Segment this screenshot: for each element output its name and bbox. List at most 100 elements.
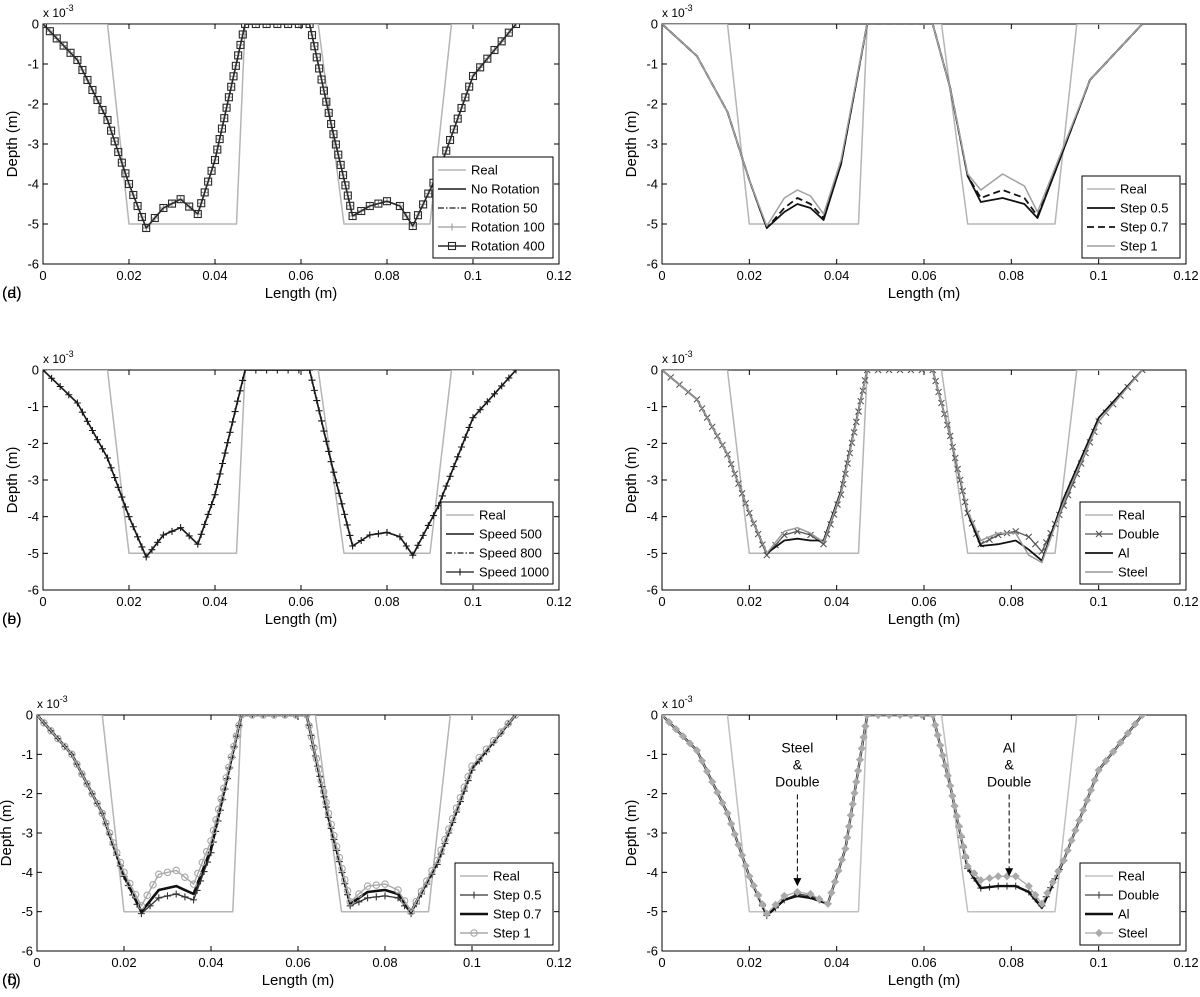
series-marker bbox=[357, 206, 366, 216]
series-marker bbox=[148, 546, 156, 554]
chart-panel-4: 0 0.02 0.04 0.06 0.08 0.1 0.12 0 -1 -2 -3 -4 -5 -6 x 1… bbox=[2, 3, 1199, 302]
series-marker bbox=[863, 370, 871, 374]
series-marker bbox=[263, 370, 271, 374]
series-marker bbox=[129, 190, 138, 200]
y-exponent: -3 bbox=[685, 3, 693, 13]
series-marker bbox=[758, 900, 767, 909]
series-marker bbox=[317, 75, 326, 84]
y-tick-label: -3 bbox=[27, 473, 39, 488]
y-tick-label: -1 bbox=[646, 747, 658, 762]
y-axis-label: Depth (m) bbox=[4, 447, 21, 514]
series-marker bbox=[220, 114, 229, 123]
series-marker bbox=[475, 753, 483, 762]
series-marker bbox=[372, 893, 380, 901]
series-marker bbox=[456, 793, 465, 802]
y-multiplier-label: x 10-3 bbox=[662, 349, 693, 366]
y-tick-label: -6 bbox=[21, 944, 33, 959]
series-marker bbox=[854, 766, 863, 775]
series-marker bbox=[224, 439, 232, 447]
series-marker bbox=[315, 765, 323, 774]
series-marker bbox=[1123, 729, 1132, 738]
y-multiplier-label: x 10-3 bbox=[662, 694, 693, 711]
series-marker bbox=[98, 809, 107, 818]
series-marker bbox=[334, 150, 343, 159]
series-marker bbox=[208, 501, 216, 509]
series-marker bbox=[364, 894, 372, 902]
legend: Real Double Al Steel bbox=[1079, 862, 1181, 946]
series-marker bbox=[338, 500, 346, 508]
x-tick-label: 0 bbox=[39, 594, 46, 609]
series-marker bbox=[172, 866, 180, 875]
series-marker bbox=[124, 179, 134, 189]
series-marker bbox=[346, 531, 354, 539]
series-marker bbox=[941, 761, 950, 770]
series-marker bbox=[302, 715, 311, 719]
series-marker bbox=[222, 103, 231, 112]
series-marker bbox=[946, 781, 955, 790]
series-marker bbox=[1037, 899, 1046, 908]
y-tick-label: -3 bbox=[646, 473, 658, 488]
series-marker bbox=[310, 386, 318, 394]
series-marker bbox=[433, 856, 441, 865]
series-line bbox=[37, 715, 517, 913]
y-tick-label: -6 bbox=[646, 583, 658, 598]
series-marker bbox=[504, 28, 513, 37]
legend-marker bbox=[447, 241, 457, 251]
series-marker bbox=[107, 126, 116, 135]
series-marker bbox=[917, 715, 926, 720]
series-marker bbox=[281, 715, 289, 719]
series-marker bbox=[251, 24, 260, 29]
series-marker bbox=[885, 370, 893, 374]
series-marker bbox=[198, 858, 207, 867]
series-marker bbox=[970, 869, 979, 878]
series-marker bbox=[468, 762, 476, 770]
series-marker bbox=[338, 171, 348, 180]
series-marker bbox=[985, 874, 994, 883]
series-marker bbox=[512, 715, 519, 719]
y-multiplier-label: x 10-3 bbox=[43, 349, 74, 366]
x-tick-label: 0.1 bbox=[1090, 955, 1108, 970]
series-marker bbox=[442, 146, 451, 155]
series-group bbox=[662, 24, 1143, 229]
series-marker bbox=[197, 199, 206, 208]
series-marker bbox=[483, 398, 491, 406]
y-axis-label: Depth (m) bbox=[623, 111, 640, 178]
series-marker bbox=[730, 830, 739, 839]
series-marker bbox=[329, 130, 338, 139]
series-marker bbox=[381, 880, 389, 888]
chart-panel-5: 0 0.02 0.04 0.06 0.08 0.1 0.12 0 -1 -2 -3 -4 -5 -6 x 1… bbox=[2, 349, 1199, 628]
series-marker bbox=[83, 780, 91, 788]
series-marker bbox=[460, 783, 469, 791]
series-marker bbox=[121, 503, 129, 511]
series-marker bbox=[234, 397, 242, 405]
legend-label: Step 0.7 bbox=[493, 907, 541, 922]
series-line bbox=[37, 715, 517, 913]
legend-marker bbox=[470, 929, 478, 937]
series-marker bbox=[727, 819, 736, 828]
series-marker bbox=[273, 370, 281, 374]
y-axis-label: Depth (m) bbox=[623, 800, 640, 867]
series-marker bbox=[407, 907, 415, 916]
legend-label: Real bbox=[493, 869, 520, 884]
series-marker bbox=[114, 147, 123, 157]
y-tick-label: -4 bbox=[27, 509, 39, 524]
series-marker bbox=[324, 108, 333, 117]
annotation-text: Al bbox=[1003, 739, 1015, 755]
series-marker bbox=[994, 872, 1003, 881]
series-marker bbox=[763, 551, 771, 559]
x-tick-label: 0.12 bbox=[546, 955, 571, 970]
x-tick-label: 0.08 bbox=[999, 594, 1024, 609]
series-marker bbox=[772, 541, 779, 549]
y-tick-label: -5 bbox=[27, 217, 39, 232]
series-marker bbox=[73, 760, 81, 768]
series-marker bbox=[48, 374, 56, 382]
legend-label: Speed 800 bbox=[479, 546, 542, 561]
series-marker bbox=[850, 788, 859, 798]
series-marker bbox=[322, 97, 331, 106]
series-marker bbox=[200, 188, 209, 197]
series-marker bbox=[827, 888, 836, 897]
series-marker bbox=[104, 454, 111, 462]
series-marker bbox=[185, 202, 194, 211]
series-marker bbox=[217, 795, 225, 803]
